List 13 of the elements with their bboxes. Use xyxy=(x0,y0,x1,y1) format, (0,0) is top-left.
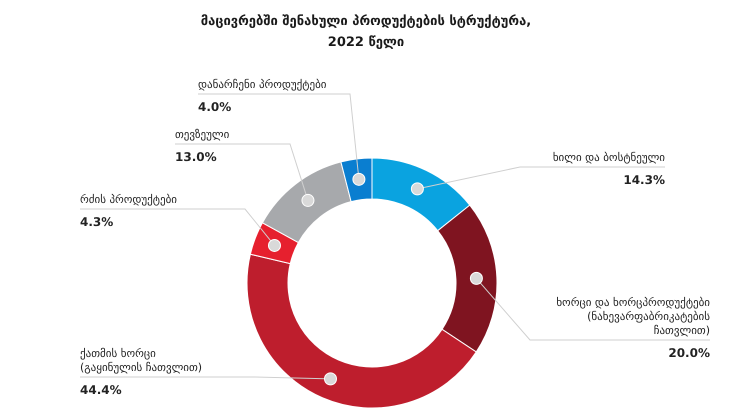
slice-label: ხორცი და ხორცპროდუქტები (ნახევარფაბრიკატების ჩათვლით) xyxy=(556,296,710,337)
chart-title: მაცივრებში შენახული პროდუქტების სტრუქტურა, 2022 წელი xyxy=(200,14,532,50)
slice-label: თევზეული xyxy=(175,128,230,141)
slice-label: რძის პროდუქტები xyxy=(80,193,178,206)
data-label: 13.0% xyxy=(175,150,217,164)
slice-label: ქათმის ხორცი (გაყინულის ჩათვლით) xyxy=(80,347,202,374)
data-label: 20.0% xyxy=(668,346,710,360)
data-label: 14.3% xyxy=(623,173,665,187)
data-label: 44.4% xyxy=(80,383,122,397)
slice-label: ხილი და ბოსტნეული xyxy=(552,151,666,164)
data-label: 4.0% xyxy=(198,100,232,114)
slice-label: დანარჩენი პროდუქტები xyxy=(198,78,327,91)
data-label: 4.3% xyxy=(80,215,114,229)
